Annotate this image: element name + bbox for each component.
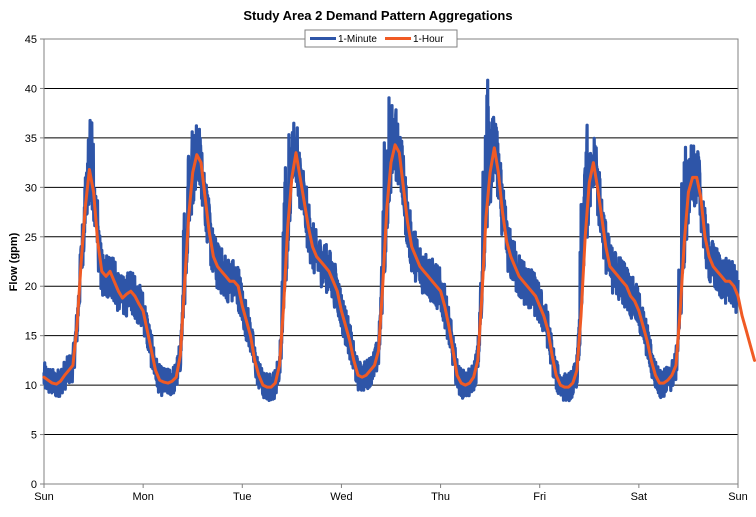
x-axis-ticks: Sun Mon Tue Wed Thu Fri Sat Sun bbox=[34, 484, 748, 503]
x-tick-label: Thu bbox=[431, 491, 450, 503]
legend-entry-1-minute: 1-Minute bbox=[338, 34, 377, 45]
y-tick-label: 35 bbox=[25, 133, 37, 145]
y-tick-label: 0 bbox=[31, 479, 37, 491]
y-tick-label: 45 bbox=[25, 34, 37, 46]
y-axis-label: Flow (gpm) bbox=[8, 232, 20, 291]
y-tick-label: 15 bbox=[25, 331, 37, 343]
series-line-1-hour bbox=[42, 143, 756, 389]
legend: 1-Minute 1-Hour bbox=[304, 29, 458, 48]
x-tick-label: Tue bbox=[233, 491, 252, 503]
x-tick-label: Fri bbox=[533, 491, 546, 503]
x-tick-label: Mon bbox=[132, 491, 153, 503]
y-tick-label: 40 bbox=[25, 83, 37, 95]
y-axis-ticks: 0 5 10 15 20 25 30 35 40 45 bbox=[25, 34, 44, 491]
y-tick-label: 25 bbox=[25, 232, 37, 244]
x-tick-label: Wed bbox=[330, 491, 352, 503]
series-line-1-minute bbox=[42, 78, 740, 403]
x-tick-label: Sun bbox=[34, 491, 54, 503]
x-tick-label: Sat bbox=[631, 491, 648, 503]
x-tick-label: Sun bbox=[728, 491, 748, 503]
chart-title: Study Area 2 Demand Pattern Aggregations bbox=[243, 8, 512, 23]
y-tick-label: 5 bbox=[31, 430, 37, 442]
legend-entry-1-hour: 1-Hour bbox=[413, 34, 444, 45]
y-tick-label: 10 bbox=[25, 380, 37, 392]
y-tick-label: 20 bbox=[25, 281, 37, 293]
y-tick-label: 30 bbox=[25, 182, 37, 194]
legend-box bbox=[304, 29, 458, 48]
